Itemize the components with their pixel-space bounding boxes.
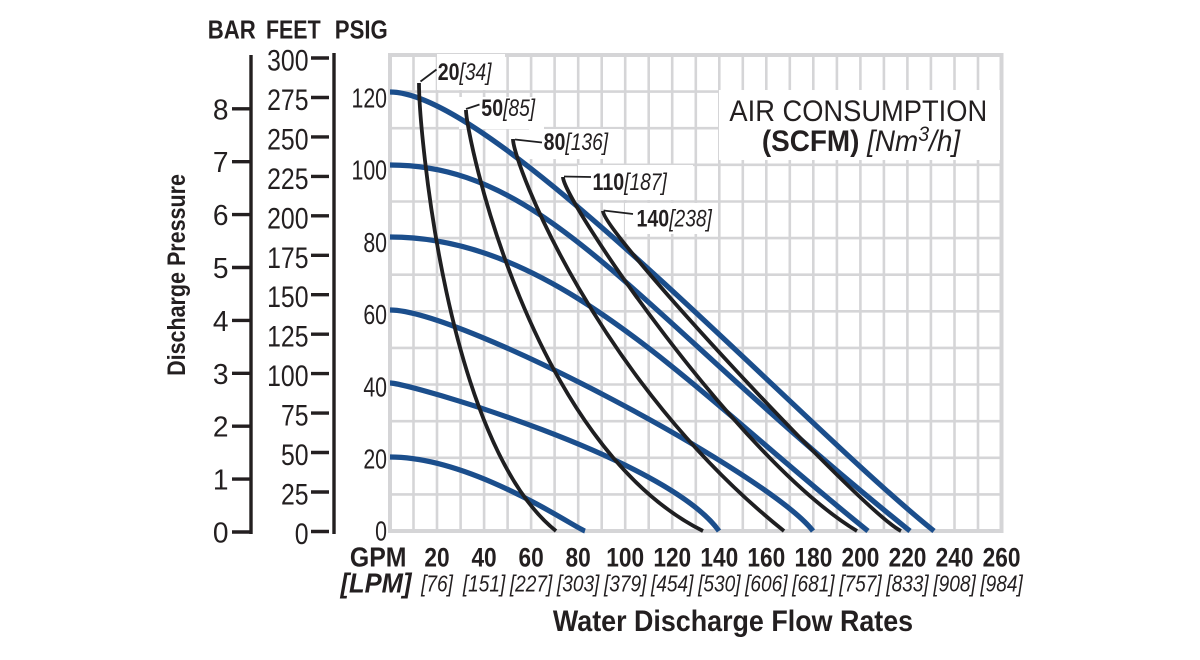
svg-text:7: 7: [213, 147, 229, 179]
svg-text:AIR CONSUMPTION: AIR CONSUMPTION: [729, 95, 987, 128]
svg-text:[530]: [530]: [697, 572, 741, 597]
svg-text:120: 120: [653, 543, 691, 573]
svg-text:120: 120: [351, 84, 387, 114]
svg-text:125: 125: [267, 320, 308, 354]
svg-text:80[136]: 80[136]: [544, 128, 609, 156]
svg-text:160: 160: [747, 543, 785, 573]
svg-text:[606]: [606]: [744, 572, 788, 597]
svg-text:[757]: [757]: [838, 572, 882, 597]
svg-text:[984]: [984]: [979, 572, 1023, 597]
svg-text:250: 250: [267, 122, 308, 156]
svg-text:[LPM]: [LPM]: [340, 568, 413, 599]
svg-text:Discharge Pressure: Discharge Pressure: [162, 174, 190, 376]
svg-text:[379]: [379]: [603, 572, 647, 597]
svg-text:FEET: FEET: [266, 16, 321, 44]
svg-text:100: 100: [351, 156, 387, 186]
svg-text:[454]: [454]: [650, 572, 694, 597]
svg-text:Water Discharge Flow Rates: Water Discharge Flow Rates: [553, 605, 913, 637]
svg-text:[76]: [76]: [420, 572, 454, 597]
svg-text:50[85]: 50[85]: [481, 94, 536, 122]
svg-text:20: 20: [424, 543, 449, 573]
svg-text:300: 300: [267, 43, 308, 77]
svg-text:100: 100: [606, 543, 644, 573]
svg-text:[681]: [681]: [791, 572, 835, 597]
svg-text:3: 3: [213, 358, 229, 390]
svg-text:200: 200: [267, 201, 308, 235]
svg-text:40: 40: [471, 543, 496, 573]
svg-text:75: 75: [281, 399, 309, 433]
svg-text:200: 200: [842, 543, 880, 573]
svg-text:140[238]: 140[238]: [637, 204, 713, 232]
svg-text:80: 80: [566, 543, 591, 573]
svg-text:(SCFM) [Nm3/h]: (SCFM) [Nm3/h]: [762, 123, 961, 158]
svg-text:4: 4: [213, 306, 229, 338]
svg-text:[303]: [303]: [556, 572, 600, 597]
svg-text:1: 1: [213, 464, 229, 496]
svg-text:60: 60: [518, 543, 543, 573]
svg-text:140: 140: [700, 543, 738, 573]
svg-text:BAR: BAR: [208, 16, 256, 45]
svg-text:25: 25: [281, 477, 309, 511]
svg-text:225: 225: [267, 162, 308, 196]
svg-text:100: 100: [267, 359, 308, 393]
svg-text:60: 60: [363, 301, 387, 331]
svg-text:110[187]: 110[187]: [593, 168, 668, 196]
svg-text:2: 2: [213, 411, 229, 443]
svg-text:175: 175: [267, 241, 308, 275]
svg-text:[833]: [833]: [885, 572, 929, 597]
svg-text:0: 0: [213, 517, 229, 549]
svg-text:20[34]: 20[34]: [438, 58, 493, 86]
svg-text:80: 80: [363, 228, 387, 258]
svg-text:20: 20: [363, 445, 387, 475]
svg-text:220: 220: [889, 543, 927, 573]
svg-text:180: 180: [794, 543, 832, 573]
svg-text:[908]: [908]: [932, 572, 976, 597]
svg-text:0: 0: [295, 517, 309, 551]
svg-text:[151]: [151]: [462, 572, 506, 597]
svg-text:275: 275: [267, 83, 308, 117]
svg-text:0: 0: [375, 517, 387, 547]
svg-text:8: 8: [213, 94, 229, 126]
svg-text:150: 150: [267, 280, 308, 314]
svg-text:5: 5: [213, 253, 229, 285]
svg-text:[227]: [227]: [509, 572, 553, 597]
svg-text:240: 240: [936, 543, 974, 573]
svg-text:50: 50: [281, 438, 309, 472]
svg-text:6: 6: [213, 200, 229, 232]
svg-text:40: 40: [363, 373, 387, 403]
svg-text:PSIG: PSIG: [335, 16, 388, 45]
svg-text:260: 260: [983, 543, 1021, 573]
svg-text:GPM: GPM: [350, 541, 407, 573]
